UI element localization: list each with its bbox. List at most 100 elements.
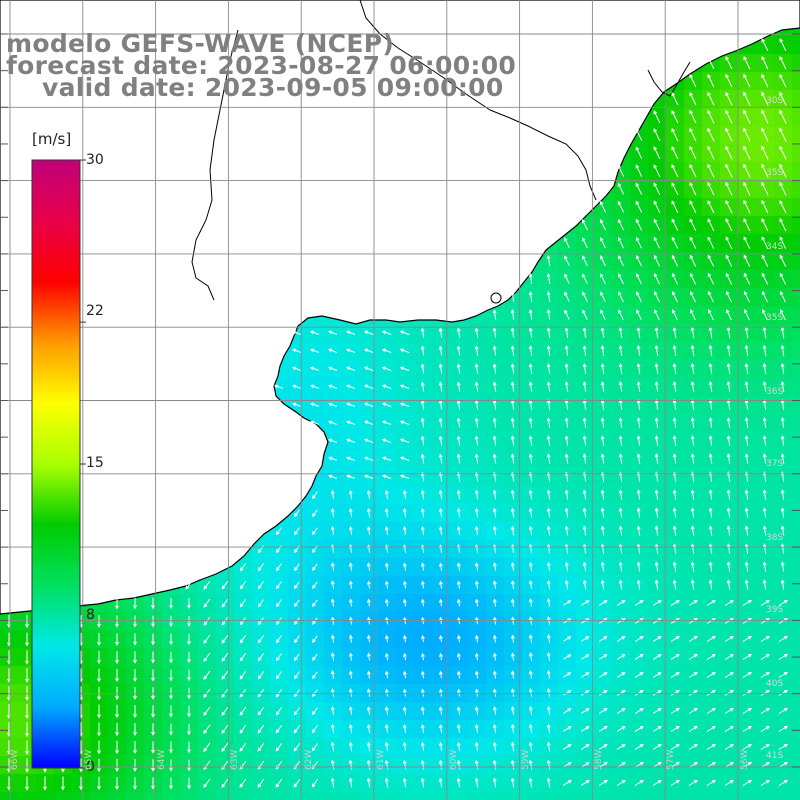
wind-arrow [330,741,335,752]
wind-arrow [348,652,353,661]
wind-arrow [618,453,623,464]
wind-arrow [346,420,356,425]
wind-speed-cell [414,792,433,800]
wind-speed-cell [792,342,800,361]
wind-arrow [780,435,785,446]
wind-arrow [779,163,787,178]
latitude-label: 35S [766,313,784,323]
wind-arrow [169,615,173,628]
wind-arrow [97,758,101,773]
wind-arrow [474,580,479,589]
wind-arrow [25,632,29,647]
wind-arrow [636,381,641,392]
wind-arrow [384,777,389,788]
wind-arrow [652,708,662,714]
wind-arrow [133,651,137,664]
wind-speed-cell [792,162,800,181]
wind-speed-cell [378,792,397,800]
wind-arrow [275,599,282,608]
wind-arrow [618,507,623,518]
wind-arrow [725,56,733,70]
wind-arrow [384,489,389,500]
wind-arrow [275,707,283,716]
wind-arrow [634,600,644,606]
wind-arrow [635,218,643,231]
wind-arrow [292,348,302,353]
wind-arrow [330,670,335,679]
wind-arrow [312,671,318,680]
wind-arrow [707,290,714,303]
wind-arrow [725,236,733,250]
wind-arrow [363,384,374,389]
wind-vectors [7,38,788,791]
wind-arrow [708,489,713,500]
wind-arrow [327,330,338,335]
wind-arrow [564,543,569,554]
wind-arrow [635,146,643,159]
wind-arrow [779,38,787,52]
wind-arrow [670,654,680,660]
wind-arrow [761,163,769,178]
wind-arrow [438,634,443,643]
wind-arrow [293,509,300,518]
wind-arrow [384,562,389,571]
wind-arrow [330,598,335,607]
wind-arrow [420,417,425,428]
wind-arrow [617,164,625,177]
wind-arrow [672,507,677,518]
wind-arrow [581,600,590,606]
wind-arrow [311,743,319,752]
wind-arrow [456,759,461,770]
wind-arrow [744,435,749,446]
wind-speed-cell [54,792,73,800]
wind-arrow [616,779,626,786]
wind-speed-cell [216,792,235,800]
wind-arrow [546,381,551,392]
wind-arrow [618,363,623,374]
wind-speed-cell [306,792,325,800]
wind-arrow [564,327,569,338]
wind-arrow [779,236,787,250]
wind-arrow [221,670,229,680]
forecast-date: forecast date: 2023-08-27 06:00:00 [6,51,517,80]
wind-arrow [384,580,389,589]
wind-speed-cell [792,126,800,145]
wind-arrow [726,543,731,554]
wind-arrow [724,743,734,750]
wind-arrow [312,599,318,607]
wind-arrow [221,581,229,590]
wind-arrow [724,635,734,642]
wind-arrow [600,543,605,554]
wind-arrow [690,579,695,590]
wind-arrow [636,507,641,518]
wind-arrow [402,652,407,661]
wind-arrow [634,708,644,714]
wind-arrow [618,344,623,357]
wind-arrow [743,163,751,178]
wind-arrow [762,344,767,357]
wind-arrow [708,417,713,428]
wind-speed-cell [792,378,800,397]
wind-arrow [564,417,569,428]
wind-arrow [654,453,659,464]
wind-arrow [564,453,569,464]
wind-arrow [690,344,695,357]
wind-arrow [528,598,533,607]
wind-arrow [564,507,569,518]
wind-speed-cell [0,792,19,800]
wind-arrow [546,417,551,428]
wind-arrow [564,363,569,374]
wind-arrow [725,254,733,267]
wind-arrow [743,218,751,232]
wind-arrow [582,273,588,284]
wind-arrow [672,326,677,339]
wind-arrow [744,579,749,590]
wind-arrow [169,633,173,646]
longitude-label: 58W [594,749,604,770]
wind-arrow [275,617,282,626]
wind-arrow [438,688,443,697]
wind-arrow [616,726,626,732]
wind-speed-cell [684,792,703,800]
wind-arrow [348,507,353,518]
